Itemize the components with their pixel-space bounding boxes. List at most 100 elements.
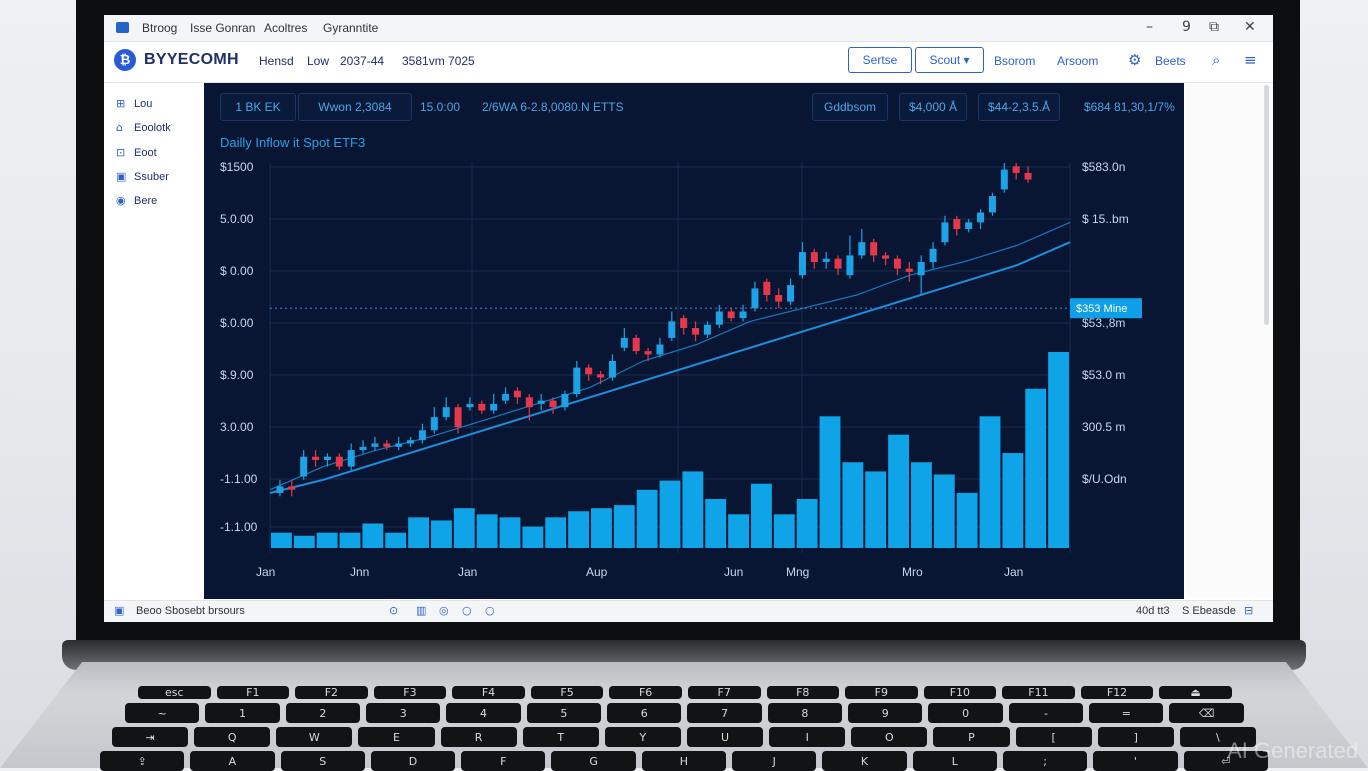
tab-4[interactable]: Gyranntite xyxy=(323,21,379,35)
globe-icon: ◉ xyxy=(116,194,126,207)
toolbar-dropdown-button[interactable]: Scout ▾ xyxy=(915,47,984,73)
key: esc xyxy=(138,686,211,699)
keyboard-row: ⇥ Q W E R T Y U I O P[] \ xyxy=(112,727,1256,747)
circle-icon[interactable]: ○ xyxy=(462,604,472,617)
toolbar-meta-3: 2037-44 xyxy=(340,54,385,68)
key: F12 xyxy=(1080,686,1154,699)
sidebar-item-label: Bere xyxy=(134,194,158,207)
toolbar-link-2[interactable]: Arsoom xyxy=(1057,54,1099,68)
candle-body xyxy=(834,258,842,269)
x-tick-label: Jnn xyxy=(350,565,369,579)
candle-body xyxy=(656,344,664,355)
candle-body xyxy=(1000,169,1008,190)
y-tick-label: $.0.00 xyxy=(220,316,254,330)
candle-body xyxy=(347,450,355,467)
settings-icon[interactable]: ⚙ xyxy=(1128,51,1142,69)
sidebar-item-3[interactable]: ⊡ Eoot xyxy=(116,146,157,159)
price-marker-label: $353 Mine xyxy=(1076,303,1127,315)
key: A xyxy=(190,751,275,771)
toolbar-link-3[interactable]: Beets xyxy=(1155,54,1186,68)
key: = xyxy=(1089,703,1164,723)
settings-icon[interactable]: ⊙ xyxy=(389,604,399,617)
key: 3 xyxy=(366,703,441,723)
app-status-icon: ▣ xyxy=(114,604,125,617)
tab-1[interactable]: Btroog xyxy=(142,21,178,35)
volume-bar xyxy=(545,517,567,548)
candle-body xyxy=(383,443,391,447)
key: F5 xyxy=(530,686,604,699)
chart-chip-2[interactable]: Wwon 2,3084 xyxy=(298,93,412,121)
sidebar-item-2[interactable]: ⌂ Eoolotk xyxy=(116,121,171,134)
page-icon[interactable]: ▥ xyxy=(416,604,427,617)
chart-canvas[interactable]: Dailly Inflow it Spot ETF3 $1500 5.0.00 $ 0… xyxy=(204,83,1184,599)
search-icon[interactable]: ⌕ xyxy=(1212,51,1221,69)
price-marker xyxy=(1070,298,1142,319)
candle-body xyxy=(846,255,854,276)
key: K xyxy=(822,751,907,771)
y-right-tick-label: $/U.Odn xyxy=(1082,472,1127,486)
x-tick-label: Jan xyxy=(256,565,275,579)
candle-body xyxy=(893,258,901,269)
candle-body xyxy=(430,417,438,431)
candle-body xyxy=(858,242,866,256)
volume-bar xyxy=(385,532,407,548)
volume-bar xyxy=(888,434,909,548)
restore-button[interactable]: 9 xyxy=(1182,19,1191,35)
volume-bar xyxy=(1025,388,1047,548)
candle-body xyxy=(644,351,652,355)
close-button[interactable]: ✕ xyxy=(1244,19,1256,35)
volume-bar xyxy=(613,505,635,548)
candle-body xyxy=(751,288,759,309)
circle-icon[interactable]: ◎ xyxy=(439,604,449,617)
chart-chip-3[interactable]: Gddbsom xyxy=(812,93,888,121)
right-pane xyxy=(1186,83,1273,597)
status-left-label: Beoo Sbosebt brsours xyxy=(136,605,245,617)
toolbar-meta-1: Hensd xyxy=(259,54,294,68)
y-tick-label: 5.0.00 xyxy=(220,212,254,226)
y-tick-label: $.9.00 xyxy=(220,368,254,382)
candle-body xyxy=(870,242,878,256)
key: W xyxy=(276,727,353,747)
volume-bar xyxy=(362,523,384,548)
volume-bar xyxy=(819,416,841,548)
chart-chip-4[interactable]: $4,000 Å xyxy=(899,93,967,121)
trend-line-slow xyxy=(269,241,1071,494)
brand-logo-icon[interactable]: ₿ xyxy=(114,49,136,71)
sidebar: ⊞ Lou ⌂ Eoolotk ⊡ Eoot ▣ Ssuber ◉ Bere xyxy=(104,83,204,597)
tab-2[interactable]: Isse Gonran xyxy=(190,21,256,35)
key: Q xyxy=(194,727,271,747)
chart-panel: Dailly Inflow it Spot ETF3 $1500 5.0.00 $ 0… xyxy=(204,83,1184,599)
volume-bar xyxy=(911,462,932,548)
key: F2 xyxy=(295,686,368,699)
key: F8 xyxy=(766,686,840,699)
bag-icon: ▣ xyxy=(116,170,127,183)
candle-body xyxy=(917,262,925,276)
toolbar-link-1[interactable]: Bsorom xyxy=(994,54,1036,68)
menu-icon[interactable]: ≡ xyxy=(1244,51,1257,69)
candle-body xyxy=(490,403,498,411)
sidebar-item-1[interactable]: ⊞ Lou xyxy=(116,97,152,110)
toolbar-button-1[interactable]: Sertse xyxy=(848,47,912,73)
key: Y xyxy=(604,727,681,747)
maximize-button[interactable]: ⧉ xyxy=(1209,19,1219,35)
tab-3[interactable]: Acoltres xyxy=(264,21,308,35)
candle-body xyxy=(965,222,973,229)
chart-chip-5[interactable]: $44-2,3.5.Å xyxy=(978,93,1060,121)
candle-body xyxy=(929,248,937,262)
circle-icon[interactable]: ○ xyxy=(485,604,495,617)
candle-body xyxy=(276,486,284,493)
volume-bar xyxy=(842,462,864,548)
key: ⇪ xyxy=(100,751,185,771)
sidebar-item-5[interactable]: ◉ Bere xyxy=(116,194,157,207)
key: ; xyxy=(1002,751,1088,771)
scrollbar[interactable] xyxy=(1264,85,1269,325)
brand-name[interactable]: BYYECOMH xyxy=(144,51,239,68)
panel-icon[interactable]: ⊟ xyxy=(1244,604,1254,617)
candle-body xyxy=(418,430,426,441)
chart-chip-1[interactable]: 1 BK EK xyxy=(220,93,296,121)
minimize-button[interactable]: – xyxy=(1146,19,1153,35)
sidebar-item-4[interactable]: ▣ Ssuber xyxy=(116,170,169,183)
grid-icon: ⊞ xyxy=(116,97,126,110)
key: F10 xyxy=(923,686,997,699)
candle-body xyxy=(941,222,949,243)
